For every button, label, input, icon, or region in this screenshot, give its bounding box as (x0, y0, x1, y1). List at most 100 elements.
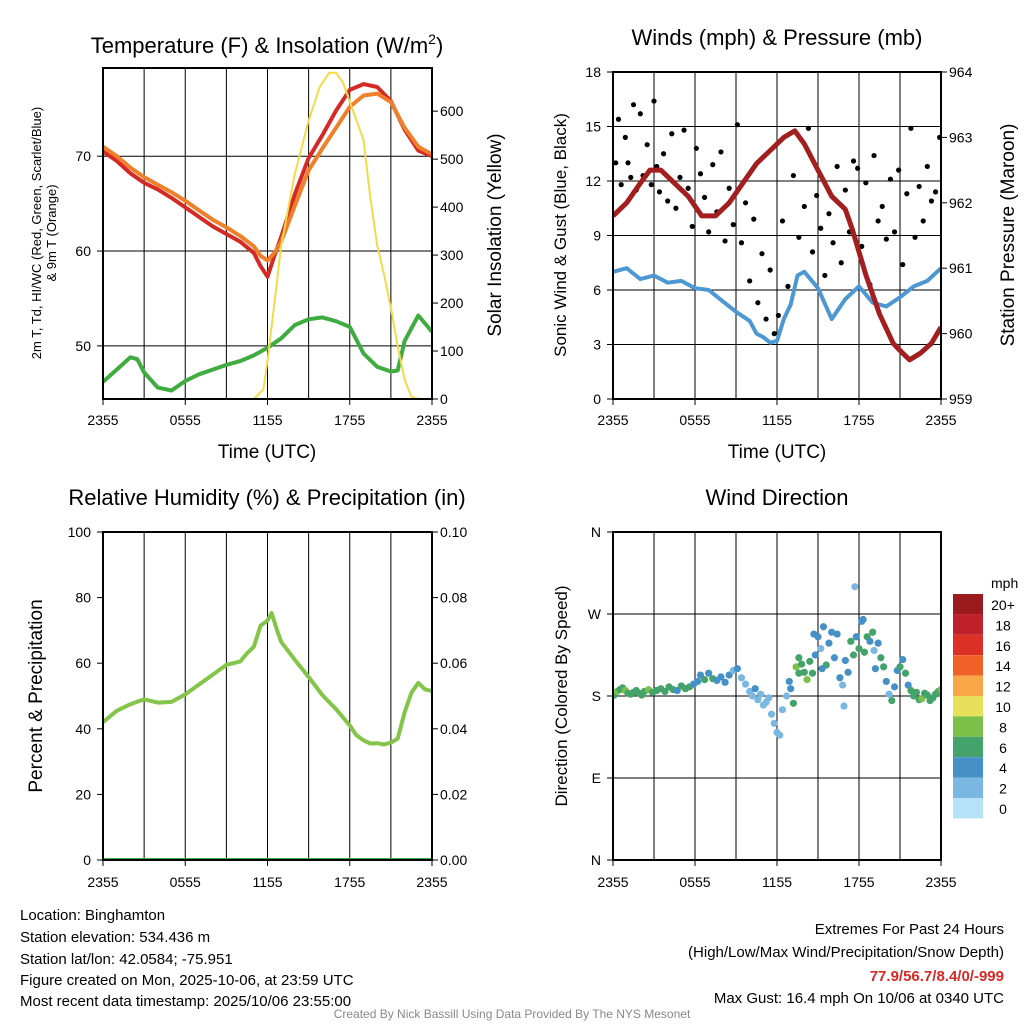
gust-point (648, 182, 654, 188)
colorbar-label: 2 (999, 781, 1007, 797)
y-tick-label: 20 (75, 786, 91, 802)
y-tick-label: 6 (593, 282, 601, 298)
9m-t-line (103, 91, 432, 263)
gust-point (822, 272, 828, 279)
gust-point (669, 131, 675, 137)
gust-point (850, 158, 857, 164)
x-tick-label: 2355 (87, 412, 118, 428)
wind-direction-point (833, 630, 841, 638)
wind-direction-point (859, 615, 867, 624)
x-tick-label: 1755 (843, 874, 874, 890)
wind-direction-point (810, 630, 818, 638)
wind-direction-point (912, 688, 921, 696)
wind-direction-point (885, 690, 893, 698)
gust-point (710, 162, 716, 168)
wind-direction-point (705, 669, 713, 677)
gust-point (628, 174, 634, 180)
x-tick-label: 1155 (762, 412, 792, 428)
wind-direction-point (806, 657, 814, 665)
wind-xlabel: Time (UTC) (728, 442, 827, 463)
gust-point (613, 160, 619, 166)
wind-direction-point (811, 651, 819, 659)
x-tick-label: 2355 (597, 874, 628, 890)
gust-point (742, 200, 749, 206)
station-pressure-line (613, 128, 941, 363)
gust-point (644, 142, 650, 148)
colorbar-label: 14 (995, 658, 1011, 674)
wind-direction-point (770, 719, 778, 727)
series-layer (103, 611, 432, 860)
gust-point (771, 331, 777, 337)
wind-direction-point (751, 685, 759, 693)
gust-point (855, 165, 861, 171)
x-tick-label: 1155 (252, 412, 282, 428)
2m-td-line (103, 313, 432, 393)
gust-point (900, 261, 906, 268)
x-tick-label: 0555 (170, 874, 201, 890)
wind-direction-point (795, 654, 803, 662)
colorbar-swatch (953, 594, 983, 615)
gust-point (763, 316, 769, 322)
wind-direction-point (800, 668, 808, 676)
wind-ylabel-right: Station Pressure (Maroon) (998, 124, 1019, 347)
y-right-tick-label: 100 (440, 343, 464, 359)
gust-point (916, 183, 922, 190)
wind-direction-point (782, 692, 791, 700)
wind-direction-point (817, 645, 825, 653)
wind-direction-point (871, 665, 880, 673)
gust-point (809, 249, 816, 255)
wind-direction-point (787, 685, 795, 693)
gust-point (775, 312, 781, 319)
x-tick-label: 2355 (925, 412, 956, 428)
y-tick-label: 40 (75, 721, 91, 737)
y-tick-label: 18 (585, 64, 601, 80)
footer-created: Figure created on Mon, 2025-10-06, at 23… (20, 972, 354, 989)
wind-direction-point (836, 674, 844, 682)
wind-direction-point (866, 637, 874, 645)
y-tick-label: 60 (75, 243, 91, 259)
y-tick-label: 0 (83, 852, 91, 868)
gust-point (755, 300, 761, 306)
y-right-tick-label: 961 (949, 260, 973, 276)
y-tick-label: 0 (593, 391, 601, 407)
colorbar-swatch (953, 634, 983, 656)
gust-point (908, 125, 914, 131)
y-right-tick-label: 963 (949, 129, 973, 145)
gust-point (883, 236, 889, 242)
colorbar-swatch (953, 696, 983, 717)
wind-direction-point (839, 681, 847, 689)
colorbar-swatch (953, 655, 983, 676)
wind-direction-point (694, 677, 702, 686)
colorbar-swatch (953, 675, 983, 696)
gust-point (924, 163, 930, 170)
wind-direction-point (808, 669, 817, 677)
extremes-values: 77.9/56.7/8.4/0/-999 (870, 968, 1004, 985)
gust-point (932, 189, 939, 195)
x-tick-label: 2355 (597, 412, 628, 428)
gust-point (759, 251, 765, 257)
gust-point (689, 223, 695, 230)
colorbar-label: 18 (995, 617, 1011, 633)
wind-direction-point (767, 710, 776, 718)
gust-point (863, 180, 869, 186)
gust-point (630, 102, 637, 108)
panel-2: 0 20 40 60 80 100 0.00 0.02 0.04 0.06 0.08 0.10 2355… (68, 524, 468, 890)
colorbar-label: 8 (999, 719, 1007, 735)
y-tick-label: 80 (75, 590, 91, 606)
x-tick-label: 2355 (925, 874, 956, 890)
gust-point (830, 240, 836, 246)
wind-direction-point (757, 690, 765, 698)
wind-direction-point (721, 678, 729, 686)
relative-humidity-line (103, 611, 432, 747)
extremes-legend: (High/Low/Max Wind/Precipitation/Snow De… (688, 944, 1004, 961)
gust-point (625, 160, 631, 166)
gust-point (677, 174, 683, 180)
y-tick-label: 50 (75, 338, 91, 354)
footer-latlon: Station lat/lon: 42.0584; -75.951 (20, 951, 233, 968)
gust-point (790, 172, 797, 179)
wdir-panel-title: Wind Direction (705, 485, 848, 510)
wind-direction-point (795, 669, 803, 677)
gust-point (660, 151, 667, 157)
series-layer (613, 583, 941, 739)
